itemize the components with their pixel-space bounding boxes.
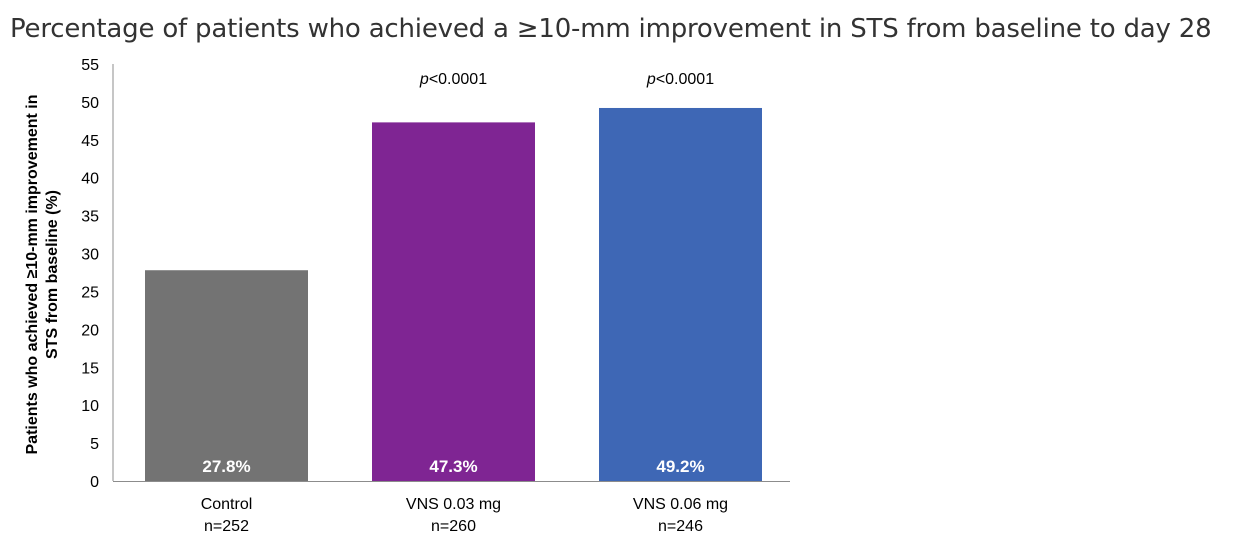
y-axis-ticks: 0 5 10 15 20 25 30 35 40 45 50 55: [81, 57, 99, 491]
chart-title: Percentage of patients who achieved a ≥1…: [10, 14, 1212, 44]
y-axis-title-line: STS from baseline (%): [44, 190, 61, 359]
x-tick-label: Control: [201, 496, 253, 513]
bar-value-label: 49.2%: [656, 457, 704, 476]
bar-value-label: 27.8%: [202, 457, 250, 476]
bar-vns-0-06-mg: [599, 107, 762, 481]
x-tick-sample-size: n=252: [204, 518, 249, 535]
y-tick-label: 15: [81, 360, 99, 377]
y-tick-label: 0: [90, 474, 99, 491]
y-tick-label: 25: [81, 284, 99, 301]
bar-vns-0-03-mg: [372, 122, 535, 481]
x-tick-sample-size: n=246: [658, 518, 703, 535]
bar-value-label: 47.3%: [429, 457, 477, 476]
y-axis-title-line: Patients who achieved ≥10-mm improvement…: [24, 95, 41, 455]
y-tick-label: 20: [81, 322, 99, 339]
y-tick-label: 40: [81, 171, 99, 188]
y-tick-label: 55: [81, 57, 99, 74]
y-tick-label: 5: [90, 436, 99, 453]
axes: [112, 64, 790, 482]
y-tick-label: 50: [81, 95, 99, 112]
category-labels: Control n=252 VNS 0.03 mg n=260 VNS 0.06 mg n…: [201, 496, 728, 535]
y-axis-label: Patients who achieved ≥10-mm improvement…: [24, 95, 61, 455]
bar-control: [145, 270, 308, 481]
annotations: p<0.0001 p<0.0001: [419, 71, 714, 88]
bars: 27.8% 47.3% 49.2%: [145, 107, 762, 481]
x-tick-label: VNS 0.06 mg: [633, 496, 728, 513]
y-tick-label: 10: [81, 398, 99, 415]
x-tick-label: VNS 0.03 mg: [406, 496, 501, 513]
y-tick-label: 35: [81, 209, 99, 226]
p-value-annotation: p<0.0001: [419, 71, 487, 88]
y-axis-title: Patients who achieved ≥10-mm improvement…: [24, 95, 61, 455]
x-tick-sample-size: n=260: [431, 518, 476, 535]
y-tick-label: 45: [81, 133, 99, 150]
y-tick-label: 30: [81, 247, 99, 264]
p-value-annotation: p<0.0001: [646, 71, 714, 88]
